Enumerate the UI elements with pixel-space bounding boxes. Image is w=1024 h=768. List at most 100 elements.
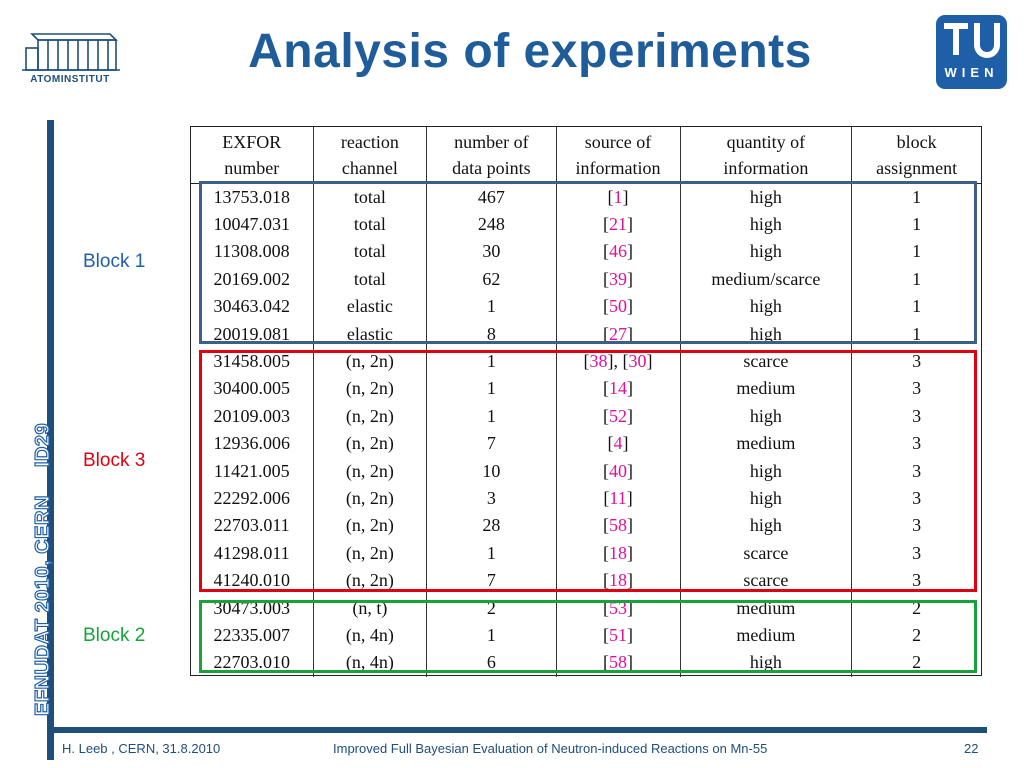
cell-block: 3 bbox=[851, 402, 981, 431]
reference-link[interactable]: 46 bbox=[609, 241, 628, 262]
cell-exfor: 12936.006 bbox=[213, 433, 291, 454]
header-channel: reaction channel bbox=[312, 127, 427, 183]
header-quantity: quantity of information bbox=[679, 127, 852, 183]
table-row: 13753.018 total 467 [1] high 1 bbox=[191, 183, 981, 211]
cell-quantity: medium bbox=[679, 430, 852, 458]
header-line: channel bbox=[341, 157, 398, 178]
cell-quantity: high bbox=[679, 183, 852, 211]
block-1-box bbox=[199, 181, 977, 344]
reference-link[interactable]: 51 bbox=[609, 625, 628, 645]
cell-channel: total bbox=[312, 183, 427, 211]
cell-block: 3 bbox=[851, 484, 981, 513]
cell-source: [40] bbox=[555, 457, 681, 485]
table-row: 20109.003 (n, 2n) 1 [52] high 3 bbox=[191, 402, 981, 431]
cell-channel: (n, 2n) bbox=[312, 430, 427, 458]
page-number: 22 bbox=[964, 741, 979, 756]
atominstitut-caption: ATOMINSTITUT bbox=[30, 74, 110, 85]
block-2-box bbox=[199, 600, 977, 673]
cell-points: 10 bbox=[426, 457, 556, 485]
cell-channel: (n, 2n) bbox=[312, 539, 427, 568]
reference-link[interactable]: 40 bbox=[609, 460, 628, 481]
reference-link[interactable]: 11 bbox=[609, 487, 627, 508]
cell-channel: (n, 2n) bbox=[312, 457, 427, 485]
header-line: block bbox=[896, 131, 937, 152]
cell-channel: (n, 2n) bbox=[312, 375, 427, 403]
cell-block: 1 bbox=[851, 265, 981, 294]
cell-quantity: high bbox=[679, 457, 852, 485]
cell-source: [52] bbox=[555, 402, 681, 431]
cell-quantity: medium/scarce bbox=[679, 265, 852, 294]
cell-quantity: high bbox=[679, 210, 852, 239]
table-row: 11421.005 (n, 2n) 10 [40] high 3 bbox=[191, 457, 981, 485]
conference-label: EFNUDAT 2010, CERN bbox=[31, 494, 54, 716]
cell-quantity: scarce bbox=[679, 539, 852, 568]
cell-source: [1] bbox=[555, 183, 681, 211]
header-line: number of bbox=[454, 131, 529, 152]
reference-link[interactable]: 18 bbox=[609, 570, 628, 591]
reference-link[interactable]: 30 bbox=[628, 350, 647, 371]
table-row: 10047.031 total 248 [21] high 1 bbox=[191, 210, 981, 239]
cell-block: 2 bbox=[851, 594, 981, 622]
header-line: data points bbox=[452, 157, 531, 178]
cell-exfor: 10047.031 bbox=[213, 213, 291, 234]
cell-block: 1 bbox=[851, 293, 981, 321]
table-row: 20169.002 total 62 [39] medium/scarce 1 bbox=[191, 265, 981, 294]
block-2-label: Block 2 bbox=[83, 625, 146, 646]
cell-exfor: 13753.018 bbox=[213, 186, 291, 207]
block-1-label: Block 1 bbox=[83, 251, 146, 272]
cell-points: 248 bbox=[426, 210, 556, 239]
cell-exfor: 31458.005 bbox=[213, 350, 291, 371]
table-row: 22292.006 (n, 2n) 3 [11] high 3 bbox=[191, 484, 981, 513]
reference-link[interactable]: 52 bbox=[609, 405, 628, 426]
vertical-conference-label: EFNUDAT 2010, CERN ID29 bbox=[31, 422, 55, 716]
cell-block: 3 bbox=[851, 430, 981, 458]
reference-link[interactable]: 4 bbox=[613, 433, 623, 454]
reference-link[interactable]: 14 bbox=[609, 378, 628, 399]
header-block: block assignment bbox=[851, 127, 981, 183]
cell-quantity: high bbox=[679, 402, 852, 431]
cell-exfor: 30400.005 bbox=[213, 378, 291, 399]
reference-link[interactable]: 58 bbox=[609, 652, 628, 673]
cell-quantity: high bbox=[679, 293, 852, 321]
cell-channel: (n, 2n) bbox=[312, 402, 427, 431]
table-row: 12936.006 (n, 2n) 7 [4] medium 3 bbox=[191, 430, 981, 458]
cell-points: 28 bbox=[426, 512, 556, 540]
reference-link[interactable]: 21 bbox=[609, 213, 628, 234]
header-line: quantity of bbox=[726, 131, 806, 152]
table-row: 22703.011 (n, 2n) 28 [58] high 3 bbox=[191, 512, 981, 540]
cell-source: [11] bbox=[555, 484, 681, 513]
cell-exfor: 41298.011 bbox=[213, 542, 290, 563]
cell-source: [14] bbox=[555, 375, 681, 403]
reference-link[interactable]: 38 bbox=[589, 350, 608, 371]
cell-block: 3 bbox=[851, 512, 981, 540]
cell-points: 467 bbox=[426, 183, 556, 211]
cell-quantity: high bbox=[679, 238, 852, 266]
reference-link[interactable]: 39 bbox=[609, 268, 628, 289]
reference-link[interactable]: 18 bbox=[609, 542, 628, 563]
header-line: number bbox=[224, 157, 280, 178]
cell-points: 3 bbox=[426, 484, 556, 513]
cell-exfor: 20019.081 bbox=[213, 323, 291, 344]
reference-link[interactable]: 50 bbox=[609, 296, 628, 317]
table-row: 22335.007 (n, 4n) 1 [51] medium 2 bbox=[191, 622, 981, 650]
cell-points: 62 bbox=[426, 265, 556, 294]
table-row: 30400.005 (n, 2n) 1 [14] medium 3 bbox=[191, 375, 981, 403]
cell-block: 2 bbox=[851, 622, 981, 650]
cell-exfor: 30463.042 bbox=[213, 296, 291, 317]
reference-link[interactable]: 1 bbox=[613, 186, 623, 207]
cell-source: [58] bbox=[555, 512, 681, 540]
reference-link[interactable]: 58 bbox=[609, 515, 628, 536]
experiments-table: EXFOR number reaction channel number of dat… bbox=[190, 126, 982, 677]
table-header-row: EXFOR number reaction channel number of dat… bbox=[191, 127, 981, 183]
cell-source: [21] bbox=[555, 210, 681, 239]
conference-id: ID29 bbox=[31, 422, 54, 468]
cell-points: 30 bbox=[426, 238, 556, 266]
footer-rule bbox=[47, 727, 987, 733]
header-source: source of information bbox=[555, 127, 681, 183]
cell-channel: total bbox=[312, 210, 427, 239]
reference-link[interactable]: 27 bbox=[609, 323, 628, 344]
tu-wien-logo-mark bbox=[944, 23, 1000, 58]
cell-channel: (n, 2n) bbox=[312, 512, 427, 540]
cell-source: [50] bbox=[555, 293, 681, 321]
atominstitut-logo bbox=[22, 33, 120, 71]
